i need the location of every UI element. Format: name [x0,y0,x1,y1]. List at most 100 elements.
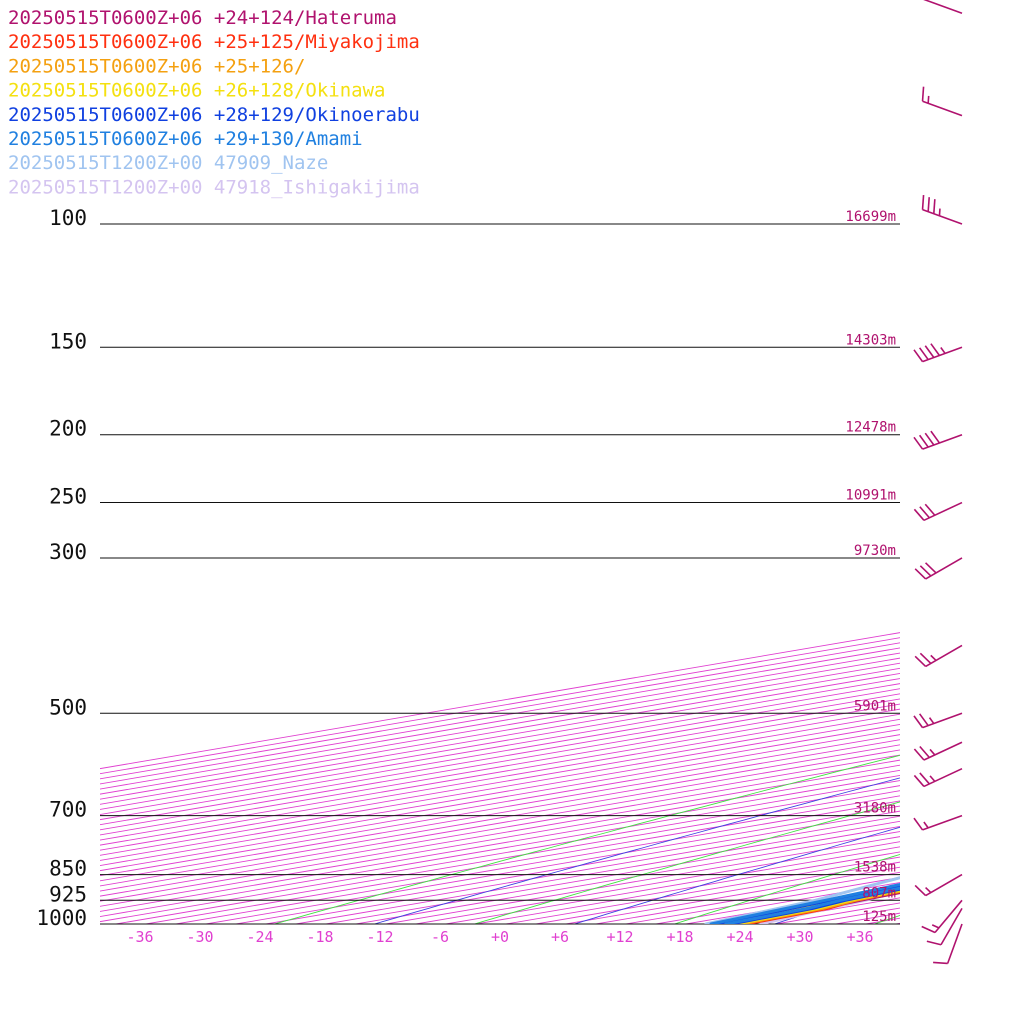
wind-barb-feather [924,432,935,446]
wind-barb-feather [918,434,929,448]
isotherm-line [100,688,900,826]
temperature-tick-label: -6 [431,928,449,946]
wind-barb-staff [923,0,963,15]
wind-barb-feather [919,506,930,519]
legend-entry: 20250515T0600Z+06 +29+130/Amami [8,128,363,150]
pressure-label: 150 [49,329,87,353]
pressure-label: 925 [49,882,87,906]
wind-barb [926,908,963,946]
legend-entry: 20250515T1200Z+00 47909_Naze [8,152,328,174]
wind-barb-staff [946,923,963,964]
wind-barb-feather [919,772,930,785]
temperature-tick-label: +6 [551,928,569,946]
wind-barb-staff [923,741,963,761]
height-label: 16699m [845,209,896,225]
isotherm-line [100,657,900,795]
height-label: 1538m [854,860,896,876]
legend-entry: 20250515T0600Z+06 +24+124/Hateruma [8,7,397,29]
temperature-tick-label: -24 [246,928,273,946]
wind-barb-staff [925,644,963,668]
wind-barb-staff [923,767,963,788]
height-label: 125m [862,909,896,925]
legend-entry: 20250515T0600Z+06 +25+125/Miyakojima [8,31,420,53]
dry-adiabat-line [975,224,1024,924]
isotherm-line [115,790,900,924]
wind-barb-feather [921,925,936,934]
isotherm-line [175,800,900,924]
wind-barb-staff [922,433,963,450]
wind-barb [914,644,963,668]
wind-barb-staff [925,557,963,580]
wind-barb-feather [919,745,930,758]
temperature-line [724,886,900,924]
temperature-tick-label: +24 [726,928,753,946]
isotherm-line [100,759,900,897]
isotherm-line [100,769,900,907]
temperature-tick-label: +30 [786,928,813,946]
pressure-label: 100 [49,206,87,230]
height-label: 12478m [845,420,896,436]
wind-barb [921,86,963,117]
pressure-label: 500 [49,695,87,719]
wind-barb-half-feather [931,924,940,929]
isotherm-line [100,703,900,841]
wind-barb [913,343,963,363]
temperature-tick-label: -36 [126,928,153,946]
wind-barb-half-feather [940,347,946,354]
legend: 20250515T0600Z+06 +24+124/Hateruma202505… [8,7,420,198]
isotherm-line [100,774,900,912]
dry-adiabat-line [874,914,900,924]
isotherm-line [100,647,900,785]
isobar-layer [100,223,900,925]
wind-barb [923,0,963,15]
isotherm-line [100,662,900,800]
wind-barb-feather [913,774,925,787]
sounding-trace [729,886,900,924]
legend-entry: 20250515T0600Z+06 +28+129/Okinoerabu [8,104,420,126]
isotherm-line [100,642,900,780]
wind-barb-feather [918,347,929,361]
dry-adiabat-line [774,883,900,924]
grid-layer [100,224,1024,924]
isotherm-line [205,805,900,924]
isotherm-line [865,917,900,924]
dry-adiabat-line [274,754,900,924]
wind-barb-half-feather [938,208,941,216]
isotherm-line [100,683,900,821]
wind-barb-staff [922,100,963,117]
wind-barb-feather [921,86,925,102]
wind-barb-staff [934,899,963,933]
legend-entry: 20250515T1200Z+00 47918_Ishigakijima [8,176,420,198]
isotherm-line [100,637,900,775]
pressure-label: 250 [49,485,87,509]
wind-barb-feather [930,343,941,356]
isotherm-line [926,224,1024,924]
wind-barb-feather [913,508,925,521]
isotherm-line [100,734,900,872]
wind-barb-feather [919,652,932,665]
wind-barb-feather [913,349,924,363]
isotherm-line [100,764,900,902]
wind-barb [921,195,963,225]
isotherm-line [595,871,900,924]
legend-entry: 20250515T0600Z+06 +25+126/ [8,55,305,77]
wind-barb-staff [922,208,963,225]
temperature-line [744,890,900,924]
wind-barb-half-feather [930,654,937,662]
wind-barb [914,557,963,580]
pressure-label: 700 [49,798,87,822]
wind-barb-feather [913,817,924,831]
wind-barb-half-feather [925,886,932,894]
wind-barb-feather [914,655,927,668]
temperature-line [724,885,900,924]
isotherm-line [100,729,900,866]
height-label: 9730m [854,543,896,559]
isotherm-line [100,693,900,831]
wind-barb-feather [918,713,929,727]
temperature-tick-label: -12 [366,928,393,946]
isotherm-line [835,912,900,924]
wind-barb [913,767,963,788]
wind-barb-feather [924,345,935,358]
isotherm-line [100,785,900,923]
isotherm-line [100,678,900,815]
